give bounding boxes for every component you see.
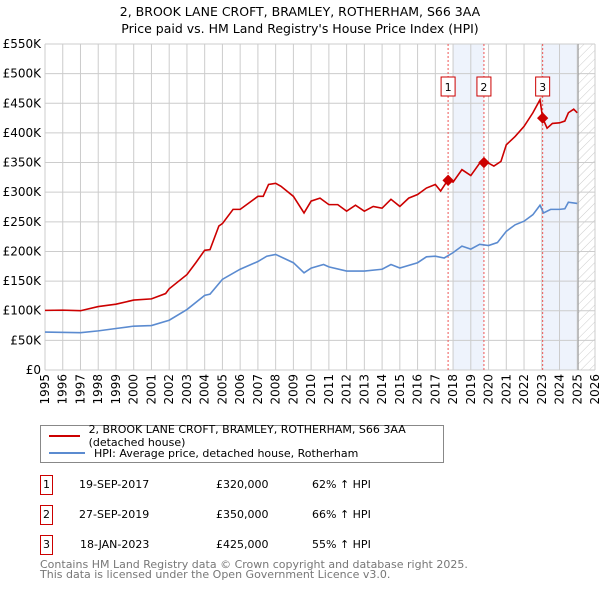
x-tick-label: 2022 [517, 374, 531, 405]
shaded-period [453, 44, 484, 370]
transaction-date: 27-SEP-2019 [79, 508, 150, 521]
transaction-date: 19-SEP-2017 [79, 478, 150, 491]
hpi-line [44, 201, 578, 334]
x-tick-label: 2026 [588, 374, 600, 405]
y-tick-label: £150K [3, 274, 43, 288]
legend-label-property: 2, BROOK LANE CROFT, BRAMLEY, ROTHERHAM,… [88, 423, 406, 449]
transaction-marker: 1 [40, 475, 53, 495]
transaction-hpi: 55% ↑ HPI [312, 538, 371, 551]
x-tick-label: 2010 [304, 374, 318, 405]
property-price-line [44, 97, 578, 312]
sale-point [442, 174, 454, 186]
transaction-hpi: 62% ↑ HPI [312, 478, 371, 491]
transaction-marker: 3 [40, 535, 53, 555]
x-tick-label: 2025 [570, 374, 584, 405]
footer-licence: This data is licensed under the Open Gov… [40, 568, 391, 581]
x-tick-label: 1998 [91, 374, 105, 405]
x-tick-label: 2009 [286, 374, 300, 405]
x-tick-label: 2000 [127, 374, 141, 405]
legend: 2, BROOK LANE CROFT, BRAMLEY, ROTHERHAM,… [40, 423, 444, 463]
sale-label: 2 [480, 81, 487, 94]
transaction-row: 2 27-SEP-2019 £350,000 66% ↑ HPI [40, 505, 440, 525]
transaction-row: 3 18-JAN-2023 £425,000 55% ↑ HPI [40, 535, 440, 555]
x-tick-label: 2017 [428, 374, 442, 405]
x-tick-label: 2020 [482, 374, 496, 405]
x-tick-label: 1997 [73, 374, 87, 405]
transaction-date: 18-JAN-2023 [80, 538, 150, 551]
x-tick-label: 1995 [38, 374, 52, 405]
legend-swatch-red [49, 435, 80, 437]
future-hatch [578, 44, 595, 370]
price-chart: £0 £50K £100K £150K £200K £250K £300K £350K £400… [3, 37, 600, 405]
legend-label-hpi: HPI: Average price, detached house, Roth… [94, 446, 359, 460]
x-tick-label: 2004 [198, 374, 212, 405]
y-tick-label: £100K [3, 304, 43, 318]
y-tick-label: £200K [3, 244, 43, 258]
y-tick-label: £450K [3, 96, 43, 110]
x-tick-label: 2014 [375, 374, 389, 405]
x-tick-label: 2011 [322, 374, 336, 405]
footer: Contains HM Land Registry data © Crown c… [40, 558, 468, 581]
x-tick-label: 2007 [251, 374, 265, 405]
transaction-hpi: 66% ↑ HPI [312, 508, 371, 521]
x-tick-label: 2001 [144, 374, 158, 405]
y-tick-label: £350K [3, 156, 43, 170]
legend-item-hpi: HPI: Average price, detached house, Roth… [49, 445, 358, 461]
transaction-price: £350,000 [216, 508, 269, 521]
shaded-period [542, 44, 579, 370]
sale-label-box [535, 76, 551, 97]
y-tick-label: £300K [3, 185, 43, 199]
legend-swatch-blue [49, 452, 85, 454]
x-tick-label: 2003 [180, 374, 194, 405]
sale-label-box [476, 76, 492, 97]
x-tick-label: 1999 [109, 374, 123, 405]
x-tick-label: 2016 [411, 374, 425, 405]
transaction-price: £320,000 [216, 478, 269, 491]
x-tick-label: 2021 [499, 374, 513, 405]
legend-item-property: 2, BROOK LANE CROFT, BRAMLEY, ROTHERHAM,… [49, 423, 443, 449]
x-tick-label: 2002 [162, 374, 176, 405]
sale-label-box [440, 76, 456, 97]
x-tick-label: 2015 [393, 374, 407, 405]
y-tick-label: £50K [10, 333, 42, 347]
y-tick-label: £250K [3, 215, 43, 229]
sale-point [478, 156, 490, 169]
x-tick-label: 2023 [535, 374, 549, 405]
x-tick-label: 2019 [464, 374, 478, 405]
sale-label: 1 [445, 81, 452, 94]
transaction-marker: 2 [40, 505, 53, 525]
footer-copyright: Contains HM Land Registry data © Crown c… [40, 558, 468, 571]
x-tick-label: 2005 [215, 374, 229, 405]
x-tick-label: 2018 [446, 374, 460, 405]
transaction-row: 1 19-SEP-2017 £320,000 62% ↑ HPI [40, 475, 440, 495]
chart-subtitle: Price paid vs. HM Land Registry's House … [121, 21, 479, 36]
transaction-price: £425,000 [216, 538, 269, 551]
x-tick-label: 2012 [340, 374, 354, 405]
y-tick-label: £550K [3, 37, 43, 51]
y-tick-label: £400K [3, 126, 43, 140]
x-tick-label: 2024 [553, 374, 567, 405]
sale-label: 3 [539, 81, 546, 94]
y-tick-label: £0 [26, 363, 41, 377]
x-tick-label: 2008 [269, 374, 283, 405]
y-tick-label: £500K [3, 67, 43, 81]
x-tick-label: 2006 [233, 374, 247, 405]
chart-title: 2, BROOK LANE CROFT, BRAMLEY, ROTHERHAM,… [119, 4, 481, 19]
x-tick-label: 2013 [357, 374, 371, 405]
x-tick-label: 1996 [56, 374, 70, 405]
